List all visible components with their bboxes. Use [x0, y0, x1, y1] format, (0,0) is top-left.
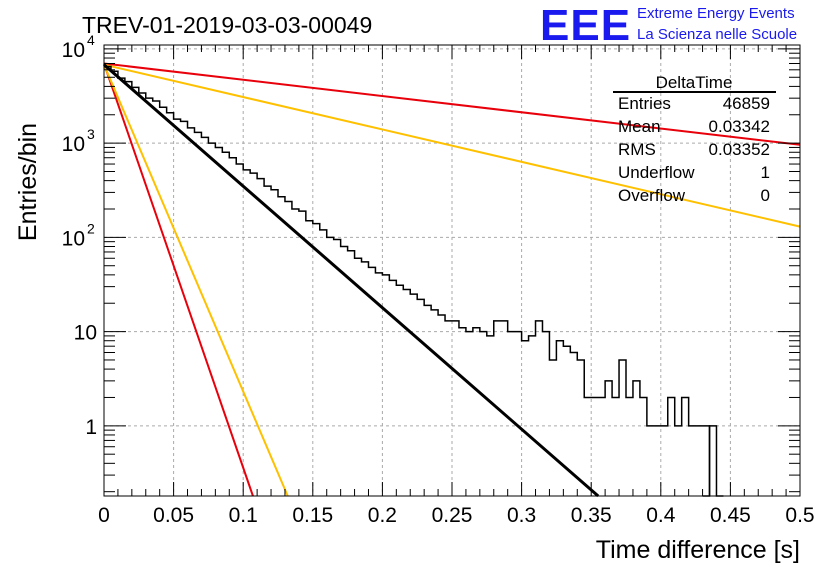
red-curve	[103, 63, 254, 497]
eee-logo-mark: EEE	[540, 1, 631, 50]
stats-row-value: 0.03352	[709, 140, 770, 159]
y-tick-label: 1	[85, 416, 97, 439]
stats-row-label: Mean	[618, 117, 661, 136]
stats-row-label: Overflow	[618, 186, 686, 205]
x-tick-label: 0.4	[646, 504, 676, 527]
axis-ticks	[103, 45, 801, 496]
eee-logo-line1: Extreme Energy Events	[637, 5, 795, 22]
run-title: TREV-01-2019-03-03-00049	[82, 12, 372, 38]
x-axis-title: Time difference [s]	[596, 536, 800, 564]
stats-box: DeltaTime Entries 46859 Mean 0.03342 RMS 0.03…	[613, 73, 776, 205]
curves	[103, 62, 801, 497]
stats-title: DeltaTime	[656, 73, 733, 92]
stats-row-value: 46859	[723, 94, 770, 113]
stats-row-value: 0	[761, 186, 770, 205]
stats-rows: Entries 46859 Mean 0.03342 RMS 0.03352 Underfl…	[618, 94, 770, 205]
eee-logo-line2: La Scienza nelle Scuole	[637, 26, 797, 43]
x-tick-label: 0.35	[571, 504, 612, 527]
eee-logo: EEE Extreme Energy Events La Scienza nel…	[540, 1, 797, 50]
stats-row-label: Underflow	[618, 163, 695, 182]
y-tick-label: 10	[62, 227, 85, 250]
histogram-outline	[104, 65, 711, 496]
x-tick-label: 0.3	[507, 504, 536, 527]
red-curve	[103, 62, 801, 146]
x-tick-label: 0.05	[153, 504, 194, 527]
exponential-fit-line	[103, 63, 600, 498]
x-tick-label: 0.25	[432, 504, 473, 527]
x-tick-labels: 0 0.05 0.1 0.15 0.2 0.25 0.3 0.35 0.4 0.45 0.5	[98, 504, 814, 527]
y-tick-exponent: 2	[87, 220, 95, 236]
stats-row-value: 1	[761, 163, 770, 182]
x-tick-label: 0.1	[229, 504, 258, 527]
x-tick-label: 0	[98, 504, 110, 527]
y-tick-exponent: 4	[87, 32, 95, 48]
x-tick-label: 0.5	[785, 504, 814, 527]
x-tick-label: 0.2	[368, 504, 397, 527]
y-tick-label: 10	[62, 39, 85, 62]
stats-row-label: Entries	[618, 94, 671, 113]
y-tick-label: 10	[62, 133, 85, 156]
y-axis-title: Entries/bin	[14, 123, 42, 241]
y-tick-label: 10	[74, 322, 97, 345]
y-tick-exponent: 3	[87, 126, 95, 142]
x-tick-label: 0.45	[710, 504, 751, 527]
stats-row-value: 0.03342	[709, 117, 770, 136]
orange-curve	[103, 63, 801, 228]
stats-row-label: RMS	[618, 140, 656, 159]
orange-curve	[103, 64, 289, 497]
x-tick-label: 0.15	[292, 504, 333, 527]
